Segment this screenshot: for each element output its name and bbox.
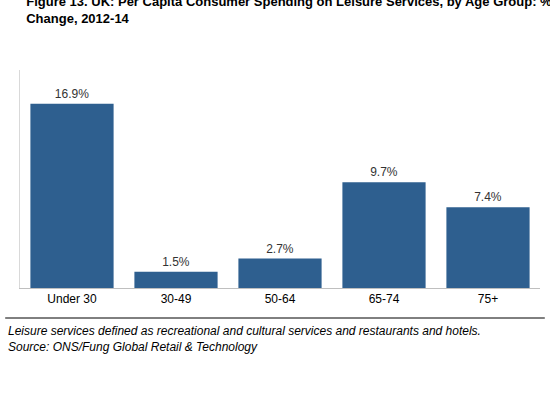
svg-text:50-64: 50-64 bbox=[265, 292, 296, 306]
svg-text:7.4%: 7.4% bbox=[474, 190, 502, 204]
svg-text:1.5%: 1.5% bbox=[162, 255, 190, 269]
svg-text:30-49: 30-49 bbox=[161, 292, 192, 306]
svg-text:2.7%: 2.7% bbox=[266, 242, 294, 256]
svg-text:Under 30: Under 30 bbox=[47, 292, 97, 306]
svg-text:Leisure services defined as re: Leisure services defined as recreational… bbox=[8, 324, 481, 354]
svg-text:9.7%: 9.7% bbox=[370, 165, 398, 179]
svg-text:75+: 75+ bbox=[478, 292, 498, 306]
svg-text:16.9%: 16.9% bbox=[55, 87, 89, 101]
svg-text:65-74: 65-74 bbox=[369, 292, 400, 306]
svg-text:Figure 13. UK: Per Capita Cons: Figure 13. UK: Per Capita Consumer Spend… bbox=[26, 0, 550, 26]
